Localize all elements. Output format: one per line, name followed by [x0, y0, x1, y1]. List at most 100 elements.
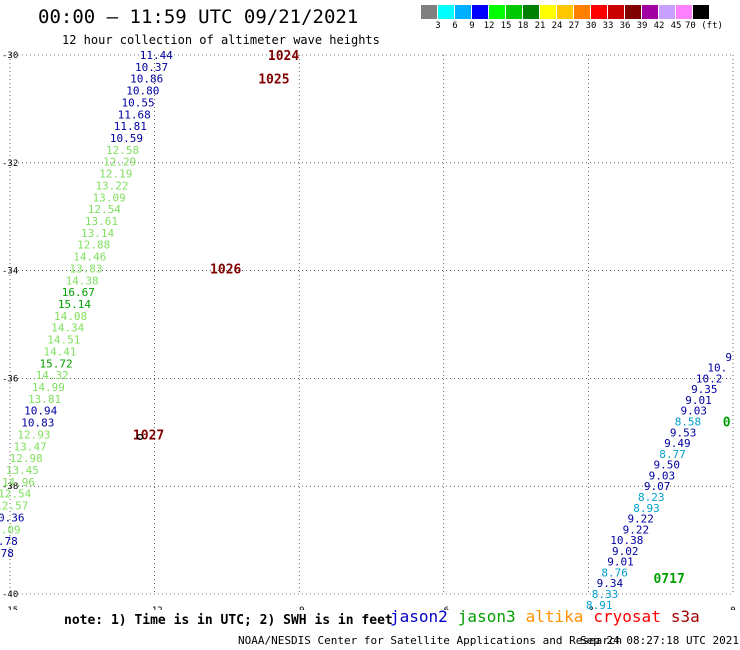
wave-height-label: 14.99 — [32, 381, 65, 394]
wave-height-label: 8.76 — [601, 566, 628, 579]
color-swatch — [489, 5, 506, 19]
wave-height-label: 9.22 — [623, 523, 650, 536]
wave-height-label: 15.14 — [58, 298, 91, 311]
color-scale-labels: 3 6 9 12 15 18 21 24 27 30 33 36 39 42 45 70 (ft) — [421, 21, 740, 33]
wave-height-label: 10.59 — [110, 132, 143, 145]
wave-height-label: 9.03 — [680, 405, 707, 418]
color-scale-label: 21 — [534, 21, 546, 31]
wave-height-label: 10.38 — [610, 534, 643, 547]
wave-height-label: 13.81 — [28, 393, 61, 406]
color-scale-label: 70 (ft) — [685, 21, 723, 31]
axis-ticks: -15-12-9-6-30-30-32-34-36-38-40 — [2, 51, 736, 610]
wave-height-label: 10.55 — [121, 96, 154, 109]
wave-height-label: 14.08 — [54, 310, 87, 323]
wave-height-plot: -15-12-9-6-30-30-32-34-36-38-40 11.4410.… — [0, 49, 736, 610]
data-labels: 11.4410.3710.8610.8010.5511.6811.8110.59… — [0, 49, 732, 610]
time-label: 0717 — [653, 572, 684, 587]
wave-height-label: 10.80 — [126, 85, 159, 98]
footnote: note: 1) Time is in UTC; 2) SWH is in fe… — [64, 613, 393, 628]
wave-height-label: 15.72 — [40, 357, 73, 370]
color-scale-label: 12 — [483, 21, 495, 31]
wave-height-label: 16.67 — [62, 286, 95, 299]
legend-entry-s3a: s3a — [670, 607, 700, 626]
generated-timestamp: Sep 24 08:27:18 UTC 2021 — [580, 634, 739, 647]
legend-entry-cryosat: cryosat — [593, 607, 661, 626]
wave-height-label: 14.34 — [51, 322, 84, 335]
wave-height-label: 9.49 — [664, 437, 691, 450]
wave-height-label: 13.61 — [85, 215, 118, 228]
wave-height-label: 9 — [725, 351, 732, 364]
wave-height-label: 12.19 — [99, 168, 132, 181]
chart-title: 00:00 – 11:59 UTC 09/21/2021 — [38, 6, 359, 28]
color-swatch — [455, 5, 472, 19]
wave-height-label: 12.98 — [10, 452, 43, 465]
color-scale-label: 24 — [551, 21, 563, 31]
color-swatch — [642, 5, 659, 19]
color-scale-label: 45 — [670, 21, 682, 31]
x-tick-label: 0 — [730, 606, 735, 610]
grid-lines — [9, 54, 734, 595]
wave-height-label: 8.23 — [638, 491, 665, 504]
x-tick-label: -15 — [2, 606, 18, 610]
credit-line: NOAA/NESDIS Center for Satellite Applica… — [238, 634, 623, 647]
x-tick-label: -3 — [583, 606, 594, 610]
color-swatch — [659, 5, 676, 19]
wave-height-label: 9.02 — [612, 545, 639, 558]
color-scale-label: 18 — [517, 21, 529, 31]
time-label: 1026 — [210, 262, 241, 277]
chart-subtitle: 12 hour collection of altimeter wave hei… — [62, 33, 380, 47]
legend-entry-jason3: jason3 — [457, 607, 516, 626]
color-swatch — [591, 5, 608, 19]
wave-height-label: 11.78 — [0, 535, 18, 548]
wave-height-label: 9.07 — [644, 480, 671, 493]
wave-height-label: 9.01 — [607, 556, 634, 569]
wave-height-label: 9.03 — [649, 469, 676, 482]
color-scale-label: 15 — [500, 21, 512, 31]
color-swatch — [523, 5, 540, 19]
color-swatch — [438, 5, 455, 19]
wave-height-label: 14.38 — [66, 274, 99, 287]
wave-height-label: 14.32 — [36, 369, 69, 382]
wave-height-label: 12.54 — [88, 203, 121, 216]
wave-height-label: 10.37 — [135, 61, 168, 74]
wave-height-label: 8.93 — [633, 502, 660, 515]
color-scale-label: 42 — [653, 21, 665, 31]
color-swatch — [574, 5, 591, 19]
wave-height-label: 13.09 — [93, 191, 126, 204]
wave-height-label: 10.36 — [0, 511, 24, 524]
y-tick-label: -40 — [2, 590, 18, 600]
wave-height-label: 10.2 — [696, 372, 723, 385]
wave-height-label: 11.78 — [0, 547, 14, 560]
legend-entry-jason2: jason2 — [390, 607, 448, 626]
wave-height-label: 14.41 — [43, 345, 76, 358]
wave-height-label: 13.22 — [95, 179, 128, 192]
color-swatch — [472, 5, 489, 19]
color-scale-label: 3 — [435, 21, 441, 31]
buoy-marker — [136, 433, 144, 441]
wave-height-label: 9.50 — [653, 459, 680, 472]
y-tick-label: -38 — [2, 482, 18, 492]
x-tick-label: -12 — [146, 606, 162, 610]
color-scale-label: 27 — [568, 21, 580, 31]
time-label: 0 — [723, 416, 731, 431]
color-swatch — [540, 5, 557, 19]
color-scale-label: 9 — [469, 21, 475, 31]
wave-height-label: 12.88 — [77, 239, 110, 252]
wave-height-label: 9.35 — [691, 383, 718, 396]
x-tick-label: -9 — [294, 606, 305, 610]
wave-height-label: 9.53 — [670, 426, 697, 439]
wave-height-label: 14.46 — [73, 251, 106, 264]
wave-height-label: 10. — [707, 362, 727, 375]
wave-height-label: 11.44 — [140, 49, 173, 62]
wave-height-label: 11.81 — [114, 120, 147, 133]
wave-height-label: 12.54 — [0, 488, 32, 501]
color-swatch — [625, 5, 642, 19]
color-swatch — [676, 5, 693, 19]
y-tick-label: -34 — [2, 267, 18, 277]
wave-height-label: 12.29 — [103, 156, 136, 169]
wave-height-label: 12.09 — [0, 523, 21, 536]
y-tick-label: -32 — [2, 159, 18, 169]
color-scale-label: 39 — [636, 21, 648, 31]
x-tick-label: -6 — [438, 606, 449, 610]
time-label: 1025 — [258, 73, 289, 88]
